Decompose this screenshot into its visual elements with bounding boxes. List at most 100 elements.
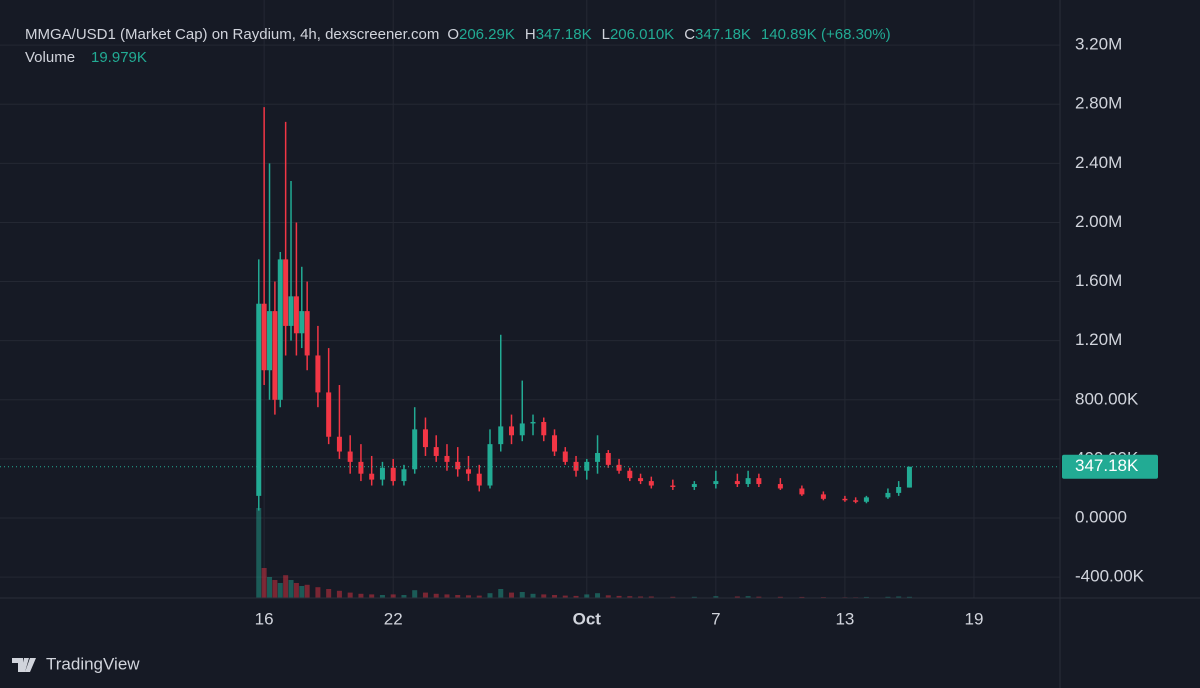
volume-bar [509, 592, 515, 598]
volume-bar [530, 593, 536, 598]
candle-body [347, 451, 353, 462]
volume-bar [261, 568, 267, 598]
y-tick-label: 1.20M [1075, 330, 1122, 349]
volume-bar [277, 583, 283, 598]
candle-body [267, 311, 273, 371]
candle-body [713, 481, 719, 485]
candle-body [584, 461, 590, 471]
legend-change: 140.89K (+68.30%) [761, 26, 891, 43]
legend-value: 206.29K [459, 26, 515, 43]
volume-label: Volume [25, 49, 75, 66]
volume-bar [304, 584, 310, 598]
volume-bar [605, 595, 611, 598]
volume-bar [401, 595, 407, 598]
candle-body [326, 392, 332, 437]
volume-bar [476, 595, 482, 598]
candle-body [627, 470, 633, 479]
volume-bar [433, 593, 439, 598]
volume-bar [283, 575, 289, 598]
volume-bar [498, 589, 504, 598]
volume-bar [713, 596, 719, 598]
volume-bars [256, 508, 912, 598]
candle-body [390, 467, 396, 482]
candle-body [422, 429, 428, 448]
x-tick-label: 16 [255, 609, 274, 628]
x-tick-label: Oct [573, 609, 602, 628]
legend-value: 206.010K [610, 26, 674, 43]
volume-bar [444, 594, 450, 598]
candle-body [638, 478, 644, 482]
volume-bar [293, 583, 299, 598]
candle-body [315, 355, 321, 393]
candle-body [552, 435, 558, 452]
candle-body [498, 426, 504, 445]
volume-bar [595, 593, 601, 598]
x-tick-label: 7 [711, 609, 720, 628]
candle-body [842, 498, 848, 501]
volume-bar [885, 596, 891, 598]
legend: MMGA/USD1 (Market Cap) on Raydium, 4h, d… [25, 26, 439, 66]
candle-body [369, 473, 375, 480]
y-tick-label: 800.00K [1075, 389, 1139, 408]
volume-bar [519, 592, 525, 598]
brand-logo [12, 658, 36, 672]
candle-body [777, 484, 783, 489]
volume-bar [906, 596, 912, 598]
volume-bar [573, 595, 579, 598]
brand-name: TradingView [46, 654, 140, 673]
y-tick-label: 1.60M [1075, 271, 1122, 290]
legend-value: 347.18K [695, 26, 751, 43]
candle-body [283, 259, 289, 326]
candle-body [336, 436, 342, 452]
candle-body [799, 488, 805, 495]
volume-bar [422, 592, 428, 598]
volume-bar [412, 590, 418, 598]
volume-bar [336, 590, 342, 598]
volume-bar [272, 580, 278, 598]
x-tick-label: 13 [835, 609, 854, 628]
volume-bar [756, 596, 762, 598]
volume-bar [745, 596, 751, 598]
candle-body [487, 444, 493, 486]
volume-bar [390, 594, 396, 598]
price-label-box [1062, 454, 1158, 479]
candle-body [616, 464, 622, 471]
candle-body [541, 421, 547, 436]
candle-body [379, 467, 385, 480]
volume-bar [734, 596, 740, 598]
candle-body [896, 487, 902, 493]
candle-body [358, 461, 364, 474]
volume-bar [288, 580, 294, 598]
candle-body [299, 311, 305, 334]
volume-bar [379, 595, 385, 598]
legend-key: L [602, 26, 610, 43]
x-tick-label: 19 [965, 609, 984, 628]
volume-bar [896, 596, 902, 598]
candle-body [648, 481, 654, 486]
candle-body [509, 426, 515, 436]
candle-body [863, 497, 869, 502]
candle-body [272, 311, 278, 400]
candle-body [476, 473, 482, 486]
volume-bar [616, 595, 622, 598]
volume-bar [267, 577, 273, 598]
volume-bar [638, 596, 644, 598]
candle-body [853, 500, 859, 502]
candle-body [433, 447, 439, 456]
legend-key: O [447, 26, 459, 43]
y-tick-label: 3.20M [1075, 35, 1122, 54]
legend-value: 347.18K [536, 26, 592, 43]
volume-bar [584, 594, 590, 598]
grid [0, 0, 1060, 598]
volume-bar [627, 596, 633, 598]
candle-body [906, 466, 912, 488]
volume-bar [799, 596, 805, 598]
y-tick-label: 2.80M [1075, 94, 1122, 113]
candle-body [261, 303, 267, 371]
volume-value: 19.979K [91, 49, 147, 66]
candle-body [465, 469, 471, 474]
y-tick-label: 0.0000 [1075, 508, 1127, 527]
candle-body [304, 311, 310, 356]
volume-bar [465, 595, 471, 598]
